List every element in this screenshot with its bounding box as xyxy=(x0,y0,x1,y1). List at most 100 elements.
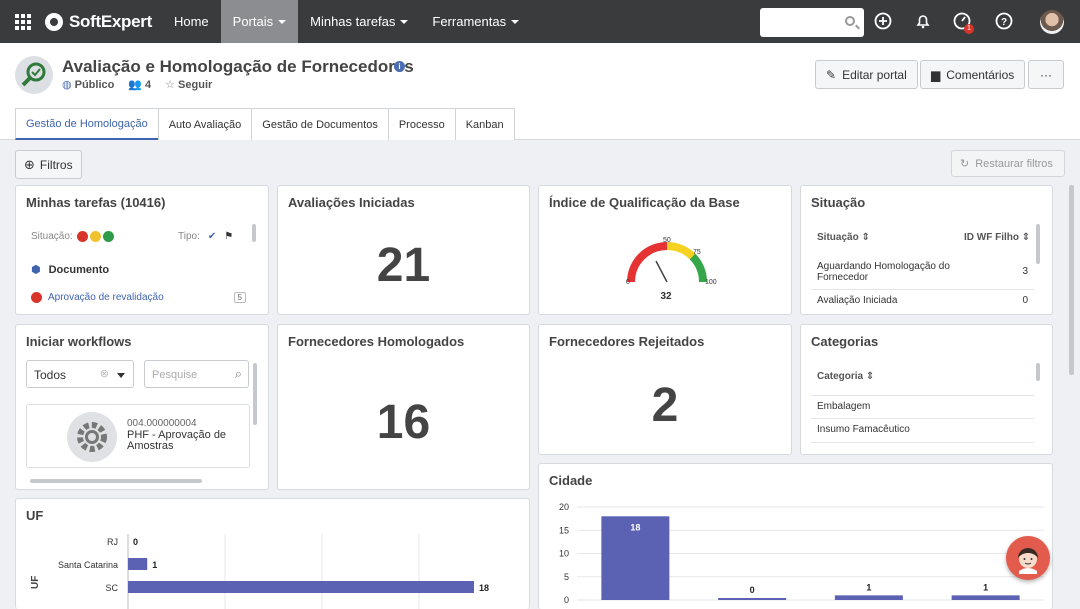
info-icon[interactable]: i xyxy=(394,61,405,72)
chat-assistant-button[interactable] xyxy=(1006,536,1050,580)
tasks-scrollbar[interactable] xyxy=(252,224,256,242)
global-search-input[interactable] xyxy=(760,8,864,37)
list-item[interactable]: Insumo Famacêutico xyxy=(811,419,1034,443)
brand-name: SoftExpert xyxy=(69,11,152,31)
edit-portal-button[interactable]: ✎ Editar portal xyxy=(815,60,918,89)
nav-home-label: Home xyxy=(173,14,209,29)
tab-gestao-documentos[interactable]: Gestão de Documentos xyxy=(251,108,389,140)
workflow-type-select[interactable]: Todos ⊗ xyxy=(26,360,134,388)
check-icon[interactable]: ✔ xyxy=(207,231,217,242)
follow-link[interactable]: ☆ Seguir xyxy=(165,78,212,91)
comments-label: Comentários xyxy=(946,67,1015,82)
tasks-title: Minhas tarefas (10416) xyxy=(26,195,166,210)
categoria-col-header[interactable]: Categoria ⇕ xyxy=(817,371,874,382)
main-nav: Home Portais Minhas tarefas Ferramentas xyxy=(162,0,531,43)
situacao-col1-label: Situação xyxy=(817,232,859,243)
tab-processo[interactable]: Processo xyxy=(387,108,456,140)
visibility-badge: ◍ Público xyxy=(62,78,114,91)
edit-portal-label: Editar portal xyxy=(842,67,907,82)
workflows-panel: Iniciar workflows Todos ⊗ Pesquise ⌕ 004.0… xyxy=(15,324,269,490)
page-scrollbar[interactable] xyxy=(1069,185,1074,375)
search-icon[interactable]: ⌕ xyxy=(234,366,242,381)
homologados-panel: Fornecedores Homologados 16 xyxy=(277,324,530,490)
visibility-label: Público xyxy=(74,79,115,91)
cidade-bar xyxy=(601,516,670,600)
uf-bar xyxy=(128,558,148,570)
rejeitados-panel: Fornecedores Rejeitados 2 xyxy=(538,324,792,455)
nav-minhas-tarefas[interactable]: Minhas tarefas xyxy=(298,0,420,43)
nav-minhas-tarefas-label: Minhas tarefas xyxy=(310,14,396,29)
late-status-icon[interactable] xyxy=(77,231,89,242)
sort-icon: ⇕ xyxy=(1021,232,1031,243)
situacao-col-header[interactable]: Situação ⇕ xyxy=(817,232,870,243)
uf-data-label: 18 xyxy=(479,583,489,593)
search-icon[interactable] xyxy=(845,16,855,26)
user-avatar[interactable] xyxy=(1040,10,1064,34)
row-name: Avaliação Iniciada xyxy=(817,295,898,306)
notification-badge: 1 xyxy=(964,24,974,34)
workflow-search-input[interactable]: Pesquise ⌕ xyxy=(144,360,249,388)
workflow-search-placeholder: Pesquise xyxy=(152,369,198,381)
nav-portais[interactable]: Portais xyxy=(220,0,299,43)
apps-grid-icon[interactable] xyxy=(15,13,31,30)
table-row[interactable]: Aguardando Homologação do Fornecedor 3 xyxy=(811,254,1034,290)
workflow-name: PHF - Aprovação de Amostras xyxy=(127,429,227,452)
clear-icon[interactable]: ⊗ xyxy=(99,368,109,380)
uf-chart-title: UF xyxy=(26,508,44,523)
uf-tick-label: Santa Catarina xyxy=(58,560,118,570)
avaliacoes-value: 21 xyxy=(376,239,431,292)
categorias-scrollbar[interactable] xyxy=(1036,363,1040,381)
cidade-bar xyxy=(951,595,1020,600)
bell-icon[interactable] xyxy=(914,12,932,30)
uf-data-label: 0 xyxy=(133,537,138,547)
tab-kanban[interactable]: Kanban xyxy=(454,108,515,140)
page-title: Avaliação e Homologação de Fornecedores xyxy=(62,57,414,76)
tipo-label: Tipo: xyxy=(178,231,200,242)
workflows-scrollbar[interactable] xyxy=(253,363,257,425)
pencil-icon: ✎ xyxy=(826,67,837,82)
avaliacoes-panel: Avaliações Iniciadas 21 xyxy=(277,185,530,315)
task-item-label: Aprovação de revalidação xyxy=(48,292,164,304)
task-item[interactable]: Aprovação de revalidação 5 xyxy=(31,292,246,303)
row-value: 0 xyxy=(1022,295,1028,306)
uf-ylabel: UF xyxy=(30,576,41,589)
table-row[interactable]: Avaliação Iniciada 0 xyxy=(811,290,1034,312)
task-group-label: Documento xyxy=(48,264,110,276)
flag-icon[interactable]: ⚑ xyxy=(224,231,234,242)
nav-ferramentas-label: Ferramentas xyxy=(432,14,507,29)
workflow-card[interactable]: 004.000000004 PHF - Aprovação de Amostra… xyxy=(26,404,250,468)
id-wf-col-header[interactable]: ID WF Filho ⇕ xyxy=(964,232,1030,243)
task-item-count: 5 xyxy=(233,292,246,303)
members-badge[interactable]: 👥 4 xyxy=(128,78,151,91)
comment-icon: ▆ xyxy=(931,67,941,82)
tab-auto-avaliacao[interactable]: Auto Avaliação xyxy=(157,108,253,140)
warning-status-icon[interactable] xyxy=(90,231,102,242)
cidade-tick-label: 20 xyxy=(559,502,569,512)
indice-title: Índice de Qualificação da Base xyxy=(549,195,740,210)
situacao-panel: Situação Situação ⇕ ID WF Filho ⇕ Aguard… xyxy=(800,185,1053,315)
situacao-scrollbar[interactable] xyxy=(1036,224,1040,264)
filters-button[interactable]: ⊕ Filtros xyxy=(15,150,82,179)
add-circle-icon[interactable] xyxy=(874,12,892,30)
comments-button[interactable]: ▆ Comentários xyxy=(920,60,1026,89)
situacao-label: Situação: xyxy=(31,231,73,243)
gauge-value: 32 xyxy=(660,291,672,302)
tab-gestao-homologacao[interactable]: Gestão de Homologação xyxy=(15,108,159,140)
restore-filters-button[interactable]: ↻ Restaurar filtros xyxy=(951,150,1065,177)
ontime-status-icon[interactable] xyxy=(103,231,115,242)
portal-icon xyxy=(15,56,53,94)
list-item[interactable]: Embalagem xyxy=(811,395,1034,419)
situacao-title: Situação xyxy=(811,195,866,210)
cidade-chart: 0 5 10 15 20 18 0 1 1 xyxy=(559,502,1044,605)
situacao-filter: Situação: xyxy=(31,231,116,242)
workflows-horizontal-scrollbar[interactable] xyxy=(30,479,202,483)
nav-home[interactable]: Home xyxy=(162,0,221,43)
gauge-icon[interactable] xyxy=(953,12,971,30)
categorias-panel: Categorias Categoria ⇕ Embalagem Insumo … xyxy=(800,324,1053,455)
help-icon[interactable]: ? xyxy=(995,12,1013,30)
cidade-data-label: 18 xyxy=(630,522,640,532)
users-icon: 👥 xyxy=(128,79,143,91)
more-options-button[interactable]: ··· xyxy=(1028,60,1064,89)
brand-logo[interactable]: SoftExpert xyxy=(45,12,152,32)
nav-ferramentas[interactable]: Ferramentas xyxy=(420,0,531,43)
